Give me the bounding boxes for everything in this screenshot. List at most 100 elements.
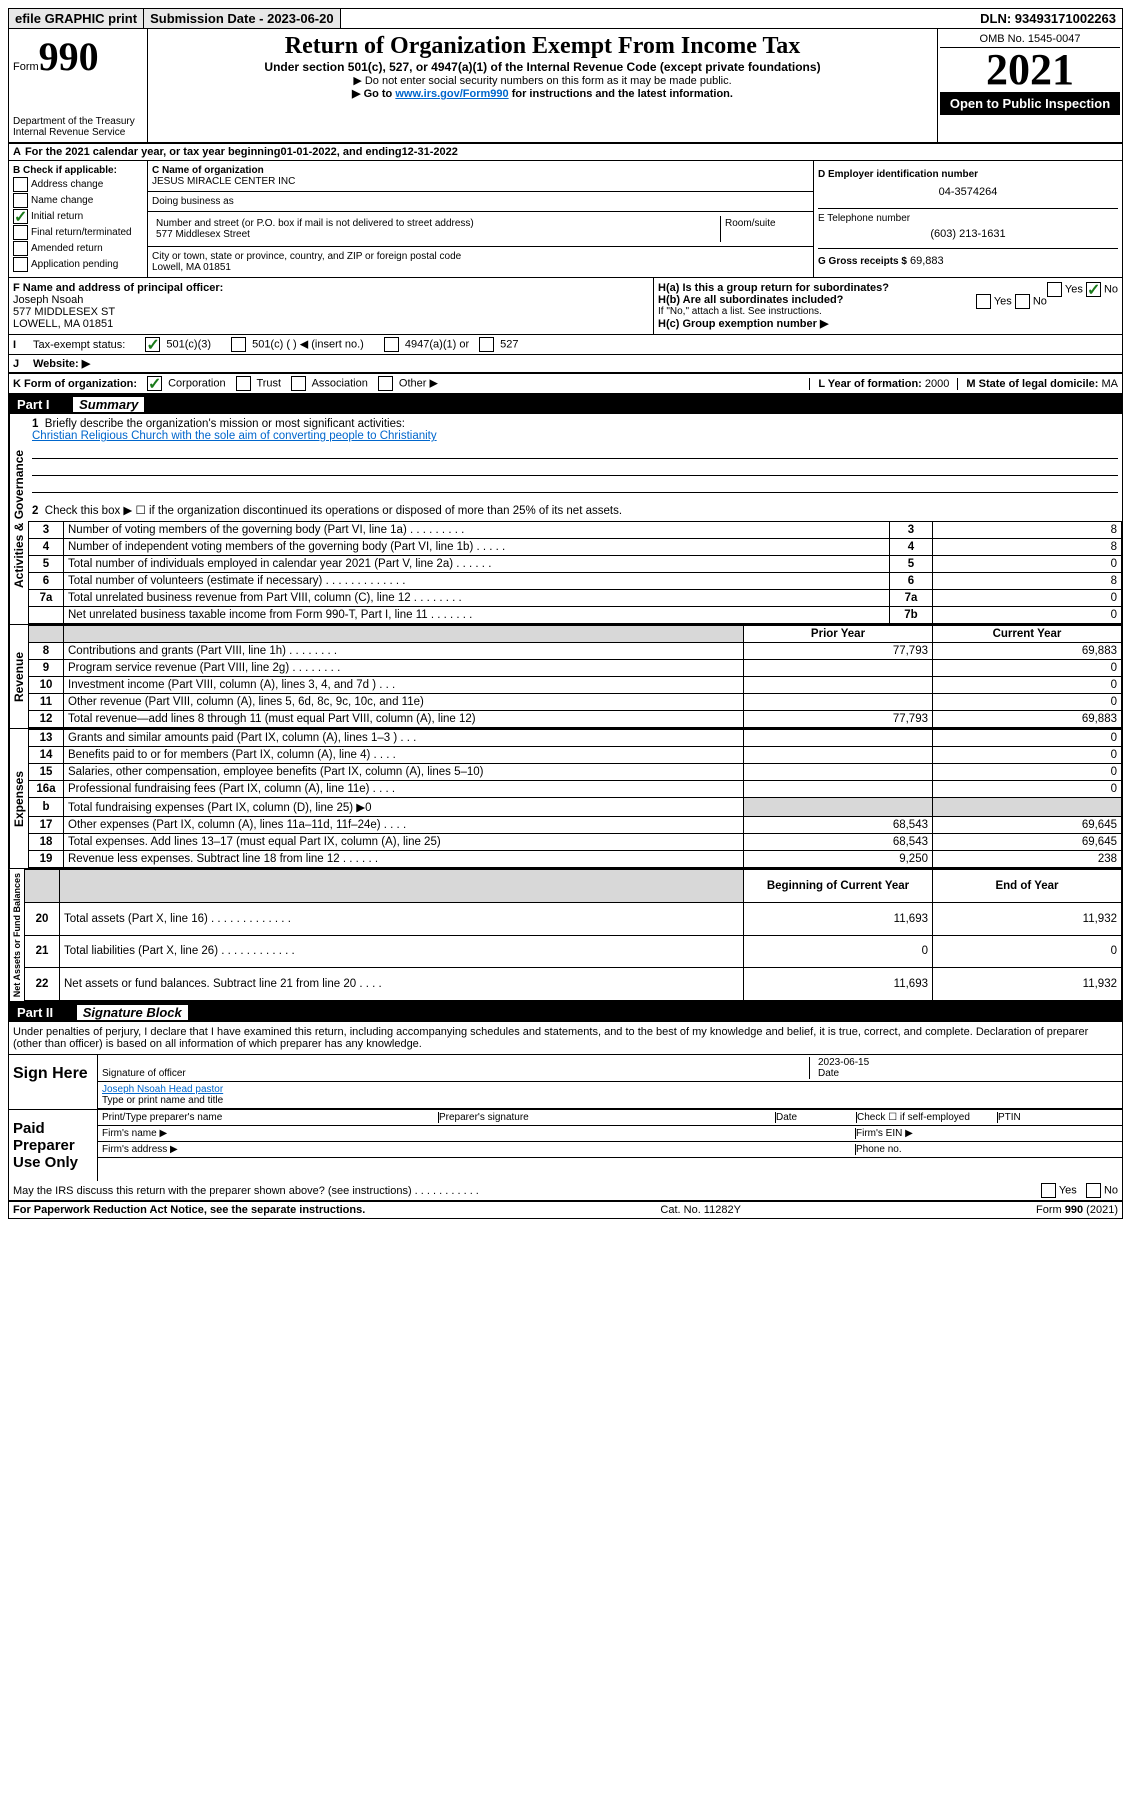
field-ha: H(a) Is this a group return for subordin… (658, 282, 1118, 294)
officer-name: Joseph Nsoah (13, 294, 649, 306)
table-row: 13 Grants and similar amounts paid (Part… (29, 730, 1122, 747)
row-num: 16a (29, 781, 64, 798)
row-label: Total liabilities (Part X, line 26) . . … (60, 935, 744, 968)
k-label: K Form of organization: (13, 378, 137, 390)
field-hc: H(c) Group exemption number ▶ (658, 317, 1118, 330)
row-current: 0 (933, 764, 1122, 781)
no-label: No (1104, 1185, 1118, 1197)
colb-option[interactable]: Initial return (13, 209, 143, 224)
prep-name-label: Print/Type preparer's name (102, 1112, 439, 1123)
i-label: I (13, 339, 33, 351)
k-trust-checkbox[interactable] (236, 376, 251, 391)
open-public-badge: Open to Public Inspection (940, 92, 1120, 115)
line1-label: Briefly describe the organization's miss… (45, 418, 405, 430)
blank-line (32, 444, 1118, 459)
table-row: 8 Contributions and grants (Part VIII, l… (29, 643, 1122, 660)
row-value: 8 (933, 522, 1122, 539)
ha-no-checkbox[interactable] (1086, 282, 1101, 297)
501c3-checkbox[interactable] (145, 337, 160, 352)
col-header: Prior Year (744, 626, 933, 643)
colb-option[interactable]: Final return/terminated (13, 225, 143, 240)
row-prior (744, 660, 933, 677)
part1-label: Part I (17, 397, 70, 412)
ha-yes-checkbox[interactable] (1047, 282, 1062, 297)
tax-year-begin: 01-01-2022 (281, 146, 337, 158)
m-value: MA (1102, 378, 1119, 390)
sig-name[interactable]: Joseph Nsoah Head pastor (102, 1084, 223, 1095)
header-left: Form990 Department of the TreasuryIntern… (9, 29, 148, 142)
row-prior (744, 694, 933, 711)
k-assoc-checkbox[interactable] (291, 376, 306, 391)
header: Form990 Department of the TreasuryIntern… (9, 29, 1122, 144)
colb-checkbox[interactable] (13, 257, 28, 272)
colb-checkbox[interactable] (13, 177, 28, 192)
section-bcd: B Check if applicable: Address changeNam… (9, 161, 1122, 278)
phone-label: E Telephone number (818, 213, 1118, 224)
colb-option[interactable]: Name change (13, 193, 143, 208)
hdr-blank (25, 870, 60, 903)
k-corp-checkbox[interactable] (147, 376, 162, 391)
527-checkbox[interactable] (479, 337, 494, 352)
k-trust-label: Trust (256, 377, 281, 389)
colb-option[interactable]: Amended return (13, 241, 143, 256)
4947-label: 4947(a)(1) or (405, 338, 469, 350)
subtitle-1: Under section 501(c), 527, or 4947(a)(1)… (152, 60, 933, 74)
ha-no-label: No (1104, 283, 1118, 295)
mission-text[interactable]: Christian Religious Church with the sole… (32, 430, 437, 442)
hb-no-checkbox[interactable] (1015, 294, 1030, 309)
table-row: 18 Total expenses. Add lines 13–17 (must… (29, 834, 1122, 851)
row-num: 3 (29, 522, 64, 539)
firm-ein-label: Firm's EIN ▶ (856, 1128, 1118, 1139)
blank-line (32, 461, 1118, 476)
row-label: Other expenses (Part IX, column (A), lin… (64, 817, 744, 834)
officer-label: F Name and address of principal officer: (13, 282, 649, 294)
row-label: Revenue less expenses. Subtract line 18 … (64, 851, 744, 868)
table-row: b Total fundraising expenses (Part IX, c… (29, 798, 1122, 817)
colb-checkbox[interactable] (13, 209, 28, 224)
expenses-section: Expenses Prior Year Current Year13 Grant… (9, 729, 1122, 869)
table-row: 16a Professional fundraising fees (Part … (29, 781, 1122, 798)
hb-yes-checkbox[interactable] (976, 294, 991, 309)
row-label: Program service revenue (Part VIII, line… (64, 660, 744, 677)
table-row: 22 Net assets or fund balances. Subtract… (25, 968, 1122, 1001)
row-num: 18 (29, 834, 64, 851)
may-irs-yes-checkbox[interactable] (1041, 1183, 1056, 1198)
line-a-label: A (13, 146, 21, 158)
row-prior: 68,543 (744, 834, 933, 851)
efile-print-btn[interactable]: efile GRAPHIC print (9, 9, 144, 28)
hc-label: H(c) Group exemption number ▶ (658, 318, 828, 330)
row-prior (744, 764, 933, 781)
colb-checkbox[interactable] (13, 225, 28, 240)
irs-link[interactable]: www.irs.gov/Form990 (395, 88, 508, 100)
table-row: 15 Salaries, other compensation, employe… (29, 764, 1122, 781)
row-label: Total number of volunteers (estimate if … (64, 573, 890, 590)
colb-checkbox[interactable] (13, 193, 28, 208)
row-label: Professional fundraising fees (Part IX, … (64, 781, 744, 798)
colb-checkbox[interactable] (13, 241, 28, 256)
phone-no-label: Phone no. (856, 1144, 1118, 1155)
colb-option[interactable]: Address change (13, 177, 143, 192)
yes-label: Yes (1059, 1185, 1077, 1197)
row-num: 14 (29, 747, 64, 764)
row-label: Net unrelated business taxable income fr… (64, 607, 890, 624)
row-current: 0 (933, 694, 1122, 711)
street-label: Number and street (or P.O. box if mail i… (156, 218, 716, 229)
table-row: 11 Other revenue (Part VIII, column (A),… (29, 694, 1122, 711)
colb-option[interactable]: Application pending (13, 257, 143, 272)
row-num: 20 (25, 902, 60, 935)
sig-officer-line: Signature of officer 2023-06-15Date (98, 1055, 1122, 1082)
501c-checkbox[interactable] (231, 337, 246, 352)
dba-label: Doing business as (152, 196, 809, 207)
4947-checkbox[interactable] (384, 337, 399, 352)
501c3-label: 501(c)(3) (166, 338, 211, 350)
may-irs-text: May the IRS discuss this return with the… (13, 1185, 479, 1197)
row-num: 11 (29, 694, 64, 711)
table-row: 6 Total number of volunteers (estimate i… (29, 573, 1122, 590)
k-other-checkbox[interactable] (378, 376, 393, 391)
may-irs-no-checkbox[interactable] (1086, 1183, 1101, 1198)
sig-date: 2023-06-15 (818, 1057, 869, 1068)
col-d: D Employer identification number 04-3574… (813, 161, 1122, 277)
row-prior: 68,543 (744, 817, 933, 834)
subtitle-2: ▶ Do not enter social security numbers o… (152, 74, 933, 87)
row-num: 8 (29, 643, 64, 660)
